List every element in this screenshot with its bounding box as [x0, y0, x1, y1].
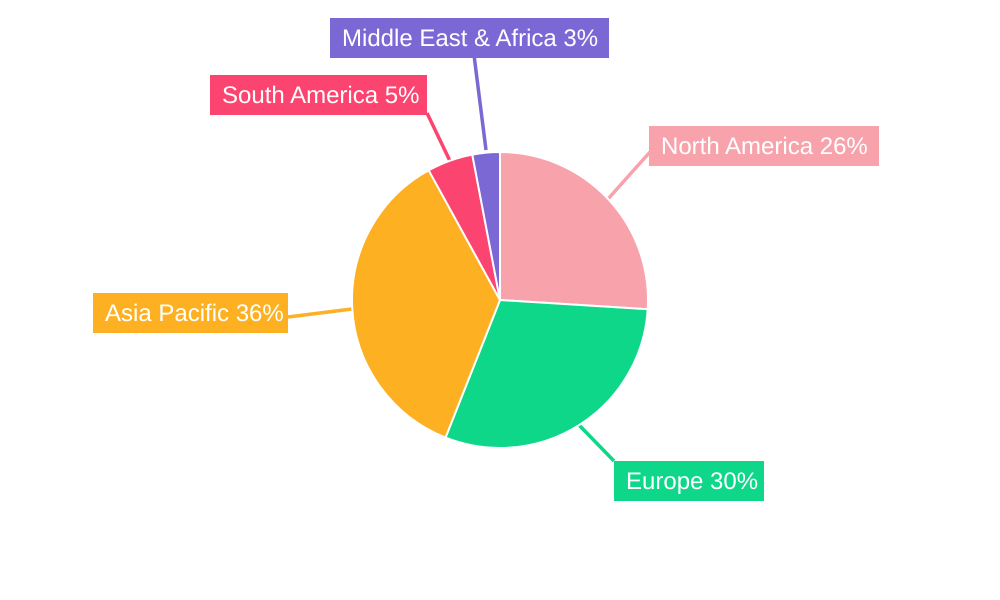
svg-text:Middle East & Africa 3%: Middle East & Africa 3% [342, 25, 598, 52]
svg-text:North America 26%: North America 26% [661, 133, 868, 160]
svg-text:Europe 30%: Europe 30% [626, 468, 758, 495]
svg-text:South America 5%: South America 5% [222, 82, 419, 109]
svg-text:Asia Pacific 36%: Asia Pacific 36% [105, 300, 284, 327]
